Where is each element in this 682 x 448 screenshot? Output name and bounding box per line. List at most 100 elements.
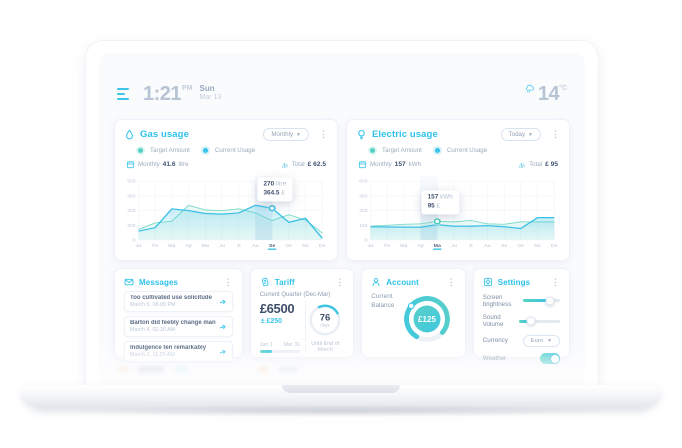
- message-time: March 2, 11.20 AM: [130, 352, 175, 358]
- temperature-unit: °C: [559, 85, 567, 92]
- gas-chart[interactable]: 500 400 300 200 0 Ja Fe Ma Ap Ma Ju Jl Au Se Oc No De 270…: [124, 172, 328, 250]
- svg-text:No: No: [302, 243, 309, 249]
- time-value: 1:21: [143, 83, 182, 105]
- svg-text:Se: Se: [269, 243, 276, 249]
- svg-text:Ap: Ap: [185, 243, 192, 249]
- target-legend-dot: [138, 148, 143, 153]
- lightbulb-icon: [358, 129, 365, 140]
- messages-kebab-menu-icon[interactable]: ⋮: [223, 276, 233, 287]
- electric-period-value: Today: [508, 131, 526, 138]
- svg-text:Jl: Jl: [469, 243, 473, 249]
- account-kebab-menu-icon[interactable]: ⋮: [446, 276, 456, 287]
- tariff-variance: ± £250: [260, 318, 283, 325]
- message-item[interactable]: Barton did feebly change man March 4, 02…: [124, 316, 233, 337]
- days-remaining-ring: 76 days: [309, 304, 341, 336]
- open-message-arrow-icon[interactable]: [219, 348, 227, 356]
- svg-text:Ja: Ja: [136, 243, 142, 249]
- weather-widget: 14 °C: [524, 83, 567, 105]
- svg-text:0: 0: [365, 238, 368, 243]
- envelope-icon: [124, 278, 134, 286]
- message-time: March 4, 02.30 AM: [130, 327, 176, 333]
- gas-summary-unit: litre: [178, 161, 189, 168]
- svg-text:Se: Se: [501, 243, 508, 249]
- target-legend-label: Target Amount: [382, 147, 422, 154]
- svg-text:De: De: [319, 243, 326, 249]
- tariff-receipt-icon: [261, 277, 269, 287]
- temperature-value: 14: [537, 83, 560, 105]
- message-item[interactable]: Too cultivated use solicitude March 5, 0…: [124, 291, 233, 312]
- svg-text:400: 400: [127, 194, 136, 199]
- open-message-arrow-icon[interactable]: [219, 323, 227, 331]
- laptop-shadow: [60, 405, 622, 417]
- gas-card-title: Gas usage: [140, 129, 189, 140]
- electric-period-dropdown[interactable]: Today ▼: [500, 128, 541, 141]
- message-item[interactable]: Indulgence ten remarkably March 2, 11.20…: [124, 341, 233, 362]
- calendar-icon: [126, 161, 135, 169]
- tariff-range-start: Jan 1: [259, 342, 273, 348]
- currency-label: Currency: [482, 337, 508, 344]
- messages-card-title: Messages: [139, 277, 179, 287]
- gear-icon: [483, 277, 492, 287]
- tariff-range-end: Mar 31: [283, 342, 301, 348]
- chart-tooltip: 270 litre 364.5 £: [257, 177, 293, 202]
- svg-text:Fe: Fe: [152, 243, 158, 249]
- message-title: Indulgence ten remarkably: [130, 345, 207, 351]
- chart-tooltip: 157 kWh 95 £: [421, 190, 459, 215]
- electric-card-title: Electric usage: [372, 129, 438, 140]
- svg-text:600: 600: [359, 179, 368, 184]
- electric-summary-unit: kWh: [408, 161, 422, 168]
- electric-kebab-menu-icon[interactable]: ⋮: [551, 129, 560, 139]
- brightness-slider-knob[interactable]: [545, 296, 555, 305]
- tariff-subtitle: Current Quarter (Dec-Mar): [259, 292, 331, 298]
- gauge-marker-dot: [407, 302, 415, 310]
- person-icon: [372, 277, 380, 287]
- date-label: Mar 13: [199, 93, 222, 101]
- menu-icon[interactable]: [117, 88, 129, 100]
- laptop-base: [22, 385, 660, 408]
- weather-toggle[interactable]: [540, 353, 560, 364]
- target-legend-dot: [370, 148, 375, 153]
- electric-legend: Target Amount Current Usage: [370, 147, 560, 154]
- svg-text:Ma: Ma: [168, 243, 176, 249]
- svg-text:De: De: [551, 243, 558, 249]
- electric-usage-card: Electric usage Today ▼ ⋮ Target Amount C: [346, 119, 570, 261]
- chevron-down-icon: ▼: [296, 131, 301, 138]
- volume-slider-knob[interactable]: [526, 316, 536, 326]
- tariff-amount: £6500: [259, 301, 295, 316]
- time-meridiem: PM: [182, 85, 193, 92]
- svg-text:Au: Au: [484, 243, 491, 249]
- clock: 1:21 PM Sun Mar 13: [143, 83, 221, 105]
- stats-icon: [518, 162, 526, 169]
- settings-kebab-menu-icon[interactable]: ⋮: [551, 276, 560, 287]
- settings-card-title: Settings: [497, 277, 531, 287]
- svg-text:£125: £125: [418, 315, 436, 324]
- message-title: Barton did feebly change man: [130, 320, 216, 326]
- current-legend-dot: [202, 148, 208, 153]
- brightness-slider[interactable]: [523, 296, 560, 305]
- current-balance-label: Current Balance: [371, 293, 395, 309]
- currency-select[interactable]: Euro ▼: [522, 334, 560, 347]
- gas-summary-period: Monthly: [138, 161, 160, 168]
- chevron-down-icon: ▼: [547, 337, 552, 344]
- open-message-arrow-icon[interactable]: [219, 298, 227, 306]
- svg-text:0: 0: [133, 238, 136, 243]
- svg-text:Fe: Fe: [384, 243, 390, 249]
- laptop-screen: 1:21 PM Sun Mar 13: [85, 40, 599, 386]
- tariff-card: Tariff ⋮ Current Quarter (Dec-Mar) £6500…: [249, 268, 355, 358]
- svg-text:Ma: Ma: [400, 243, 408, 249]
- svg-text:200: 200: [127, 223, 136, 228]
- account-card-title: Account: [386, 277, 419, 287]
- tariff-progress-bar: [259, 350, 301, 353]
- volume-slider[interactable]: [519, 316, 560, 326]
- svg-text:Oc: Oc: [285, 243, 292, 249]
- rain-cloud-icon: [525, 84, 534, 94]
- tariff-kebab-menu-icon[interactable]: ⋮: [335, 276, 345, 287]
- electric-chart[interactable]: 600 450 300 150 0 Ja Fe Ma Ap Ma Ju Jl Au Se Oc No De 157…: [356, 172, 560, 250]
- gas-period-dropdown[interactable]: Monthly ▼: [263, 128, 309, 141]
- gas-droplet-icon: [126, 129, 133, 140]
- tariff-ring-caption: Until End of March: [311, 341, 340, 353]
- gas-kebab-menu-icon[interactable]: ⋮: [319, 129, 328, 139]
- current-legend-label: Current Usage: [446, 147, 488, 154]
- messages-card: Messages ⋮ Too cultivated use solicitude…: [114, 268, 243, 362]
